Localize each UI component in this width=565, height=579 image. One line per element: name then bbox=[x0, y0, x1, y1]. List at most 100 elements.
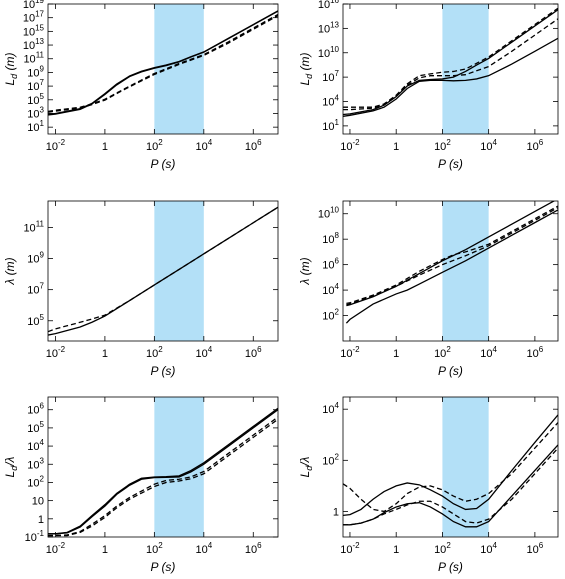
chart-panel-5: 10-2 1 102 104 106 10-1 1 10 102 103 104 105 106 P (s… bbox=[3, 396, 279, 574]
x-tick-label: 1 bbox=[393, 348, 399, 360]
x-tick-label: 102 bbox=[434, 138, 451, 153]
y-tick-label: 102 bbox=[322, 452, 339, 467]
x-axis-label: P (s) bbox=[151, 364, 176, 378]
y-tick-label: 101 bbox=[27, 119, 44, 134]
y-tick-label: 1019 bbox=[23, 0, 45, 11]
y-tick-label: 105 bbox=[27, 313, 44, 328]
y-tick-label: 104 bbox=[322, 94, 339, 109]
y-tick-label: 1011 bbox=[23, 219, 44, 234]
x-tick-label: 106 bbox=[527, 138, 544, 153]
x-tick-label: 104 bbox=[480, 138, 497, 153]
x-tick-label: 104 bbox=[195, 138, 212, 153]
shaded-region bbox=[154, 201, 204, 341]
series-line-4 bbox=[343, 447, 558, 526]
shaded-region bbox=[442, 201, 489, 341]
series-line-2 bbox=[343, 9, 558, 116]
x-tick-label: 10-2 bbox=[340, 345, 360, 360]
chart-panel-2: 10-2 1 102 104 106 101 104 107 1010 1013 1016 P (s)… bbox=[298, 0, 559, 171]
series-line-4 bbox=[48, 15, 278, 113]
plot-frame bbox=[47, 396, 279, 538]
y-tick-label: 1017 bbox=[23, 10, 45, 25]
y-tick-label: 10-1 bbox=[25, 529, 45, 544]
y-tick-label: 1016 bbox=[318, 0, 340, 11]
y-tick-label: 105 bbox=[27, 420, 44, 435]
y-tick-label: 106 bbox=[322, 257, 339, 272]
y-tick-label: 107 bbox=[322, 69, 339, 84]
x-axis-label: P (s) bbox=[438, 560, 463, 574]
y-tick-label: 10 bbox=[32, 496, 44, 508]
series-line-4 bbox=[343, 7, 558, 108]
x-tick-label: 10-2 bbox=[46, 541, 66, 556]
x-tick-label: 1 bbox=[102, 544, 108, 556]
x-tick-label: 102 bbox=[434, 345, 451, 360]
y-tick-label: 1011 bbox=[23, 51, 44, 66]
y-axis-label: λ (m) bbox=[3, 257, 17, 285]
shaded-region bbox=[442, 4, 489, 134]
x-axis-label: P (s) bbox=[151, 157, 176, 171]
series-line-3 bbox=[48, 416, 278, 537]
y-tick-label: 109 bbox=[27, 251, 44, 266]
x-tick-label: 1 bbox=[393, 141, 399, 153]
y-tick-label: 108 bbox=[322, 231, 339, 246]
x-tick-label: 106 bbox=[245, 541, 262, 556]
plot-frame bbox=[342, 3, 559, 135]
x-tick-label: 106 bbox=[245, 138, 262, 153]
plot-frame bbox=[47, 3, 279, 135]
y-tick-label: 1 bbox=[333, 506, 339, 518]
y-tick-label: 102 bbox=[322, 308, 339, 323]
x-tick-label: 10-2 bbox=[46, 138, 66, 153]
x-tick-label: 102 bbox=[146, 541, 163, 556]
x-tick-label: 1 bbox=[102, 141, 108, 153]
y-axis-label: λ (m) bbox=[298, 257, 312, 285]
y-tick-label: 1013 bbox=[318, 20, 340, 35]
x-tick-label: 106 bbox=[527, 345, 544, 360]
series-line-2 bbox=[48, 206, 278, 333]
series-line-2 bbox=[345, 209, 558, 324]
chart-panel-4: 10-2 1 102 104 106 102 104 106 108 1010 P (s) λ (m) bbox=[298, 200, 559, 378]
x-axis-label: P (s) bbox=[151, 560, 176, 574]
series-line-1 bbox=[343, 414, 558, 517]
y-tick-label: 104 bbox=[322, 282, 339, 297]
x-tick-label: 102 bbox=[434, 541, 451, 556]
x-tick-label: 106 bbox=[245, 345, 262, 360]
y-tick-label: 104 bbox=[322, 401, 339, 416]
y-tick-label: 103 bbox=[27, 105, 44, 120]
x-tick-label: 10-2 bbox=[340, 138, 360, 153]
chart-panel-6: 10-2 1 102 104 106 1 102 104 P (s) Ld/λ bbox=[298, 396, 559, 574]
x-tick-label: 106 bbox=[527, 541, 544, 556]
y-axis-label: Ld (m) bbox=[3, 52, 19, 85]
series-line-3 bbox=[343, 18, 558, 111]
series-line-3 bbox=[48, 13, 278, 113]
series-line-4 bbox=[346, 207, 558, 306]
x-tick-label: 102 bbox=[146, 345, 163, 360]
y-axis-label: Ld (m) bbox=[298, 52, 314, 85]
y-tick-label: 101 bbox=[322, 118, 339, 133]
x-tick-label: 104 bbox=[480, 345, 497, 360]
x-tick-label: 10-2 bbox=[46, 345, 66, 360]
shaded-region bbox=[442, 397, 489, 537]
x-tick-label: 104 bbox=[195, 345, 212, 360]
y-tick-label: 1015 bbox=[23, 23, 45, 38]
y-tick-label: 107 bbox=[27, 78, 44, 93]
plot-frame bbox=[342, 200, 559, 342]
series-line-4 bbox=[48, 418, 278, 537]
y-axis-label: Ld/λ bbox=[298, 456, 314, 477]
series-line-1 bbox=[346, 201, 556, 307]
series-line-2 bbox=[48, 409, 278, 535]
y-tick-label: 109 bbox=[27, 64, 44, 79]
chart-panel-3: 10-2 1 102 104 106 105 107 109 1011 P (s) λ (m) bbox=[3, 200, 279, 378]
x-axis-label: P (s) bbox=[438, 364, 463, 378]
series-line-1 bbox=[343, 37, 558, 117]
shaded-region bbox=[154, 4, 204, 134]
y-tick-label: 103 bbox=[27, 456, 44, 471]
y-tick-label: 106 bbox=[27, 402, 44, 417]
series-line-3 bbox=[343, 422, 558, 513]
x-axis-label: P (s) bbox=[438, 157, 463, 171]
x-tick-label: 1 bbox=[102, 348, 108, 360]
y-tick-label: 1010 bbox=[318, 206, 340, 221]
x-tick-label: 10-2 bbox=[340, 541, 360, 556]
y-tick-label: 104 bbox=[27, 438, 44, 453]
plot-frame bbox=[47, 200, 279, 342]
x-tick-label: 1 bbox=[393, 544, 399, 556]
